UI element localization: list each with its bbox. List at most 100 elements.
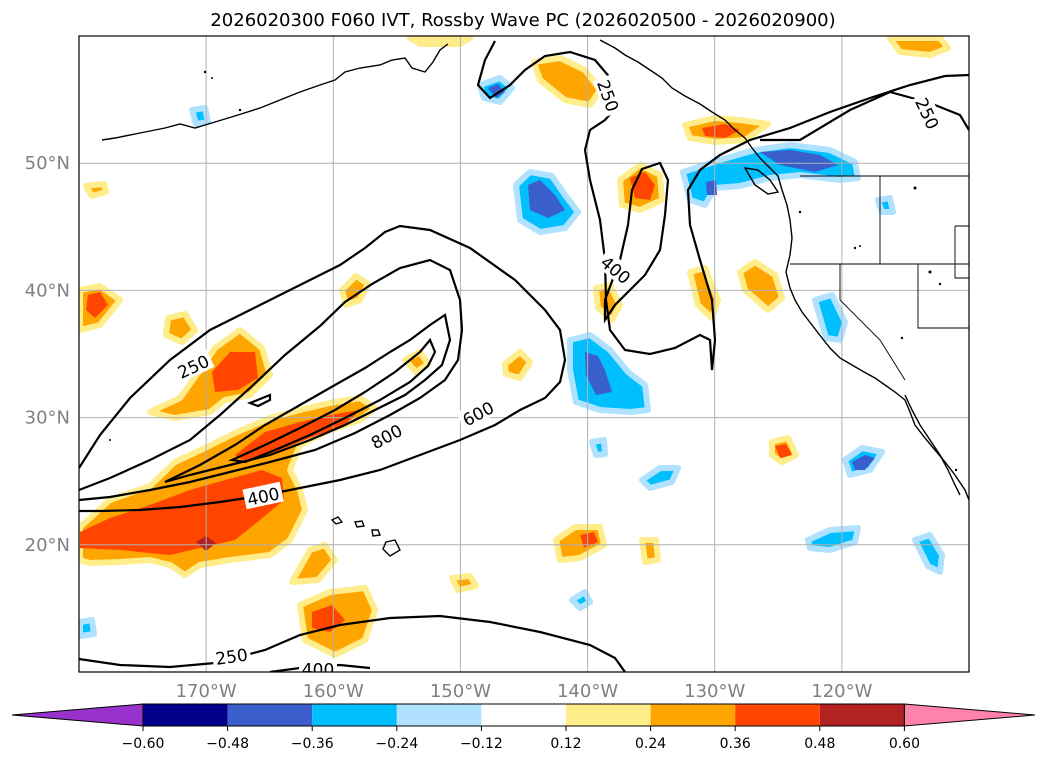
ivt-contour-250 <box>79 614 626 672</box>
contour-label-bg <box>910 91 946 135</box>
pc-negative-region <box>79 617 97 639</box>
chart-title: 2026020300 F060 IVT, Rossby Wave PC (202… <box>210 10 835 31</box>
pc-strong-negative-region <box>528 180 565 218</box>
contour-label-bg <box>171 348 215 383</box>
lon-tick-label: 160°W <box>303 681 364 702</box>
contour-label: 400 <box>299 658 338 680</box>
colorbar-segment <box>396 704 482 726</box>
colorbar-tick-label: 0.60 <box>889 736 920 752</box>
colorbar-tick-label: 0.36 <box>720 736 751 752</box>
contour-label-bg <box>592 74 625 117</box>
pc-positive-region <box>531 55 603 108</box>
colorbar-segment <box>819 704 905 726</box>
alaska-coastline <box>599 39 746 139</box>
pc-negative-region <box>639 465 681 491</box>
lat-tick-label: 20°N <box>25 535 70 556</box>
colorbar-extend-low <box>11 703 144 727</box>
pc-negative-region <box>589 437 608 458</box>
contour-label-text: 400 <box>302 660 334 680</box>
ivt-contour-250 <box>476 40 969 371</box>
contour-label-bg <box>242 481 284 510</box>
contour-label-bg <box>456 395 500 431</box>
lon-tick-label: 130°W <box>684 681 745 702</box>
border-layer <box>790 175 969 381</box>
pc-strong-positive-region <box>775 444 792 458</box>
baja-coastline <box>904 394 961 496</box>
colorbar-tick-label: −0.48 <box>206 736 249 752</box>
colorbar-tick-label: 0.12 <box>550 736 581 752</box>
pc-strong-negative-region <box>488 84 505 98</box>
lon-tick-label: 120°W <box>811 681 872 702</box>
hawaii-islands <box>330 516 401 557</box>
pc-negative-region <box>875 195 896 215</box>
pc-strong-negative-region <box>852 455 875 470</box>
colorbar-segment <box>566 704 651 726</box>
pc-strong-negative-region <box>585 352 612 395</box>
island-vancouver <box>743 167 780 195</box>
latitude-axis: 20°N 30°N 40°N 50°N <box>25 153 70 556</box>
pc-strong-positive-region <box>86 292 108 318</box>
colorbar-segment <box>650 704 736 726</box>
colorbar-tick-label: 0.24 <box>635 736 666 752</box>
colorbar-segment <box>227 704 313 726</box>
longitude-axis: 170°W 160°W 150°W 140°W 130°W 120°W <box>176 681 873 702</box>
ivt-contour-600 <box>246 393 272 408</box>
colorbar-extend-high <box>903 703 1036 727</box>
state-border <box>917 264 969 329</box>
island-dots <box>109 70 958 472</box>
ivt-contour-250 <box>760 90 969 142</box>
lon-tick-label: 150°W <box>430 681 491 702</box>
pc-strong-negative-region <box>706 180 717 195</box>
ivt-contour-400 <box>603 161 670 324</box>
contour-label-bg <box>364 418 408 454</box>
contour-label: 250 <box>211 643 252 670</box>
pc-positive-region <box>289 542 338 585</box>
colorbar-tick-label: −0.60 <box>122 736 165 752</box>
pc-positive-region <box>887 36 951 58</box>
contour-label-bg <box>595 249 638 290</box>
ivt-contour-600 <box>164 313 452 484</box>
lat-tick-label: 50°N <box>25 153 70 174</box>
lon-tick-label: 140°W <box>557 681 618 702</box>
map-frame <box>78 35 970 673</box>
pc-positive-region <box>449 573 479 593</box>
pc-positive-region <box>639 537 661 565</box>
lat-tick-label: 40°N <box>25 280 70 301</box>
pc-strong-positive-region <box>235 410 360 462</box>
pc-negative-region <box>912 532 945 575</box>
colorbar-tick-label: −0.24 <box>375 736 418 752</box>
contour-label: 250 <box>171 348 215 384</box>
pc-strong-positive-region <box>80 470 284 555</box>
colorbar-segment <box>735 704 820 726</box>
pc-positive-region <box>593 282 623 323</box>
pc-strong-positive-region <box>702 124 740 138</box>
state-border <box>839 264 906 381</box>
colorbar: −0.60 −0.48 −0.36 −0.24 −0.12 0.12 0.24 0.36 0.4… <box>11 703 1036 752</box>
lon-tick-label: 170°W <box>176 681 237 702</box>
contour-label: 400 <box>242 481 284 511</box>
pc-negative-region <box>812 292 848 343</box>
colorbar-tick-label: −0.36 <box>291 736 334 752</box>
colorbar-tick-label: 0.48 <box>804 736 835 752</box>
pc-positive-region <box>163 311 198 345</box>
pc-positive-region <box>83 181 109 199</box>
ivt-contour-400 <box>79 258 464 502</box>
pc-strong-positive-region <box>212 352 258 392</box>
coastline-layer <box>101 39 969 557</box>
state-border <box>954 225 969 279</box>
contour-label-bg <box>211 643 252 669</box>
lat-tick-label: 30°N <box>25 408 70 429</box>
pc-negative-region <box>189 105 211 127</box>
alaska-coastline <box>101 43 449 141</box>
colorbar-outline <box>142 703 905 727</box>
colorbar-segment <box>481 704 566 726</box>
pc-positive-region <box>407 36 473 47</box>
pc-negative-region <box>569 589 593 611</box>
contour-label-bg <box>299 658 338 672</box>
pc-strong-negative-region <box>760 150 838 172</box>
colorbar-segment <box>143 704 228 726</box>
ivt-contour-800 <box>228 337 437 464</box>
pc-positive-region <box>502 349 533 381</box>
bc-coastline <box>744 137 969 501</box>
